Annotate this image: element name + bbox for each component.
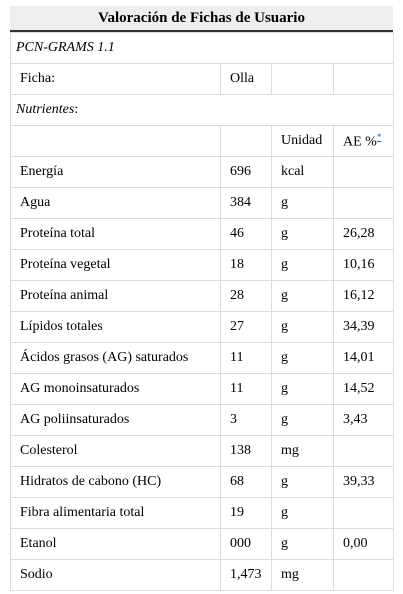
nutrient-name: Sodio bbox=[10, 559, 221, 591]
nutrient-ae bbox=[332, 187, 395, 219]
nutrient-name: Colesterol bbox=[10, 435, 221, 467]
ficha-value: Olla bbox=[220, 63, 272, 95]
nutrient-value: 11 bbox=[220, 373, 272, 405]
table-row: Lípidos totales 27 g 34,39 bbox=[10, 311, 395, 343]
nutrient-value: 11 bbox=[220, 342, 272, 374]
nutrient-ae: 39,33 bbox=[332, 466, 395, 498]
empty-header-cell bbox=[220, 125, 272, 157]
nutrient-name: Ácidos grasos (AG) saturados bbox=[10, 342, 221, 374]
table-row: Proteína animal 28 g 16,12 bbox=[10, 280, 395, 312]
nutrient-name: Lípidos totales bbox=[10, 311, 221, 343]
software-name: PCN-GRAMS 1.1 bbox=[9, 32, 395, 64]
nutrient-unit: g bbox=[271, 466, 334, 498]
nutrient-name: Agua bbox=[10, 187, 221, 219]
nutrient-ae: 3,43 bbox=[332, 404, 395, 436]
nutrient-value: 28 bbox=[220, 280, 272, 312]
nutrient-unit: g bbox=[271, 404, 334, 436]
nutrient-value: 1,473 bbox=[220, 559, 272, 591]
table-row: Colesterol 138 mg bbox=[10, 435, 395, 467]
software-row: PCN-GRAMS 1.1 bbox=[9, 32, 395, 64]
nutrient-value: 46 bbox=[220, 218, 272, 250]
nutrient-unit: g bbox=[271, 218, 334, 250]
nutrient-unit: mg bbox=[271, 435, 334, 467]
nutrient-ae: 34,39 bbox=[332, 311, 395, 343]
table-title: Valoración de Fichas de Usuario bbox=[10, 6, 393, 30]
nutrient-unit: g bbox=[271, 373, 334, 405]
nutrient-unit: g bbox=[271, 497, 334, 529]
nutrient-name: AG monoinsaturados bbox=[10, 373, 221, 405]
nutrient-value: 27 bbox=[220, 311, 272, 343]
nutrient-value: 696 bbox=[220, 156, 272, 188]
title-divider bbox=[10, 30, 393, 32]
nutrient-ae: 0,00 bbox=[332, 528, 395, 560]
section-colon: : bbox=[74, 102, 79, 117]
table-row: Etanol 000 g 0,00 bbox=[10, 528, 395, 560]
nutrient-ae bbox=[332, 497, 395, 529]
section-label: Nutrientes: bbox=[9, 94, 395, 126]
nutrient-value: 138 bbox=[220, 435, 272, 467]
ae-header-text: AE % bbox=[343, 134, 377, 150]
nutrient-unit: g bbox=[271, 187, 334, 219]
unit-header: Unidad bbox=[271, 125, 334, 157]
nutrient-unit: g bbox=[271, 311, 334, 343]
empty-cell bbox=[332, 63, 395, 95]
table-row: AG poliinsaturados 3 g 3,43 bbox=[10, 404, 395, 436]
nutrient-name: Proteína vegetal bbox=[10, 249, 221, 281]
ficha-row: Ficha: Olla bbox=[10, 63, 395, 95]
nutrient-name: AG poliinsaturados bbox=[10, 404, 221, 436]
table-row: Fibra alimentaria total 19 g bbox=[10, 497, 395, 529]
ae-header: AE %* bbox=[332, 125, 395, 157]
nutrient-ae: 14,52 bbox=[332, 373, 395, 405]
nutrient-value: 384 bbox=[220, 187, 272, 219]
nutrient-table: PCN-GRAMS 1.1 Ficha: Olla Nutrientes: Un… bbox=[9, 32, 395, 591]
section-label-text: Nutrientes bbox=[16, 102, 75, 117]
table-row: Ácidos grasos (AG) saturados 11 g 14,01 bbox=[10, 342, 395, 374]
footnote-link[interactable]: * bbox=[376, 131, 382, 142]
nutrient-unit: g bbox=[271, 528, 334, 560]
empty-header-cell bbox=[10, 125, 221, 157]
nutrient-unit: kcal bbox=[271, 156, 334, 188]
nutrient-name: Fibra alimentaria total bbox=[10, 497, 221, 529]
empty-cell bbox=[271, 63, 334, 95]
nutrient-ae: 10,16 bbox=[332, 249, 395, 281]
nutrient-name: Proteína total bbox=[10, 218, 221, 250]
nutrient-value: 000 bbox=[220, 528, 272, 560]
nutrient-name: Etanol bbox=[10, 528, 221, 560]
nutrient-value: 3 bbox=[220, 404, 272, 436]
table-row: AG monoinsaturados 11 g 14,52 bbox=[10, 373, 395, 405]
nutrient-value: 18 bbox=[220, 249, 272, 281]
nutrient-ae bbox=[332, 156, 395, 188]
nutrient-ae: 14,01 bbox=[332, 342, 395, 374]
nutrient-name: Hidratos de cabono (HC) bbox=[10, 466, 221, 498]
nutrient-name: Energía bbox=[10, 156, 221, 188]
nutrient-ae: 26,28 bbox=[332, 218, 395, 250]
nutrient-value: 19 bbox=[220, 497, 272, 529]
nutrient-unit: g bbox=[271, 342, 334, 374]
nutrient-ae bbox=[332, 435, 395, 467]
nutrient-unit: g bbox=[271, 249, 334, 281]
header-row: Unidad AE %* bbox=[10, 125, 395, 157]
nutrient-value: 68 bbox=[220, 466, 272, 498]
ficha-label: Ficha: bbox=[10, 63, 221, 95]
nutrient-unit: mg bbox=[271, 559, 334, 591]
nutrient-ae bbox=[332, 559, 395, 591]
section-row: Nutrientes: bbox=[9, 94, 395, 126]
table-row: Energía 696 kcal bbox=[10, 156, 395, 188]
nutrient-name: Proteína animal bbox=[10, 280, 221, 312]
table-row: Proteína vegetal 18 g 10,16 bbox=[10, 249, 395, 281]
nutrient-unit: g bbox=[271, 280, 334, 312]
table-row: Proteína total 46 g 26,28 bbox=[10, 218, 395, 250]
table-row: Agua 384 g bbox=[10, 187, 395, 219]
table-row: Sodio 1,473 mg bbox=[10, 559, 395, 591]
nutrient-ae: 16,12 bbox=[332, 280, 395, 312]
table-row: Hidratos de cabono (HC) 68 g 39,33 bbox=[10, 466, 395, 498]
